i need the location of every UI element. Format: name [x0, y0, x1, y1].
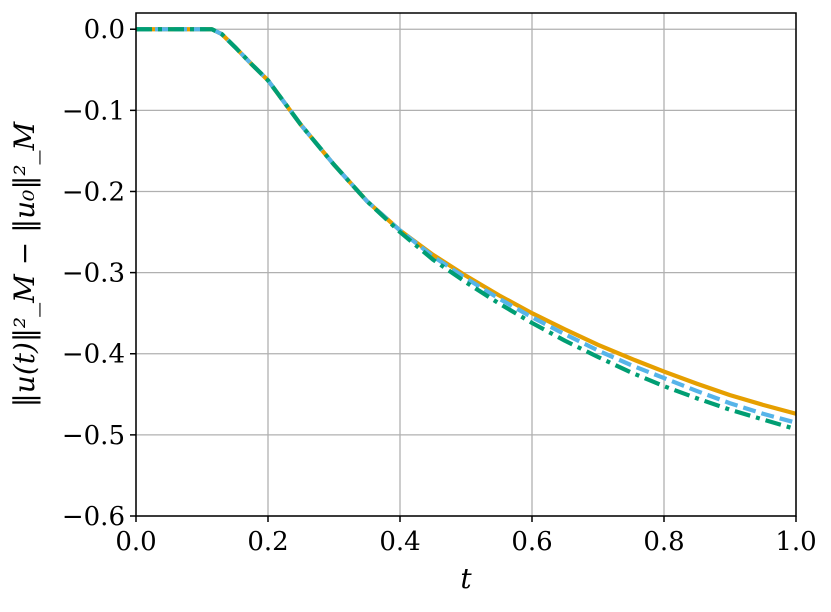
y-tick-label: −0.3 — [62, 259, 125, 289]
y-tick-label: −0.6 — [62, 502, 125, 532]
y-axis-label: ‖u(t)‖²_M − ‖u₀‖²_M — [8, 120, 41, 407]
plot-frame — [135, 12, 797, 517]
x-axis-label: t — [460, 562, 472, 595]
x-tick-label: 0.4 — [379, 527, 420, 557]
y-tick-label: −0.5 — [62, 421, 125, 451]
y-tick-label: 0.0 — [84, 15, 125, 45]
series-line-2 — [136, 27, 797, 425]
x-tick-label: 0.0 — [115, 527, 156, 557]
series-line-3 — [136, 27, 797, 432]
series-group — [136, 27, 797, 432]
y-tick-label: −0.4 — [62, 340, 125, 370]
y-tick-label: −0.1 — [62, 96, 125, 126]
series-line-1 — [136, 27, 797, 416]
y-axis-ticks: 0.0 −0.1 −0.2 −0.3 −0.4 −0.5 −0.6 — [62, 15, 136, 532]
x-tick-label: 0.8 — [643, 527, 684, 557]
grid — [135, 13, 797, 517]
y-tick-label: −0.2 — [62, 177, 125, 207]
x-tick-label: 0.6 — [511, 527, 552, 557]
x-tick-label: 0.2 — [247, 527, 288, 557]
x-tick-label: 1.0 — [775, 527, 816, 557]
x-axis-ticks: 0.0 0.2 0.4 0.6 0.8 1.0 — [115, 516, 817, 557]
